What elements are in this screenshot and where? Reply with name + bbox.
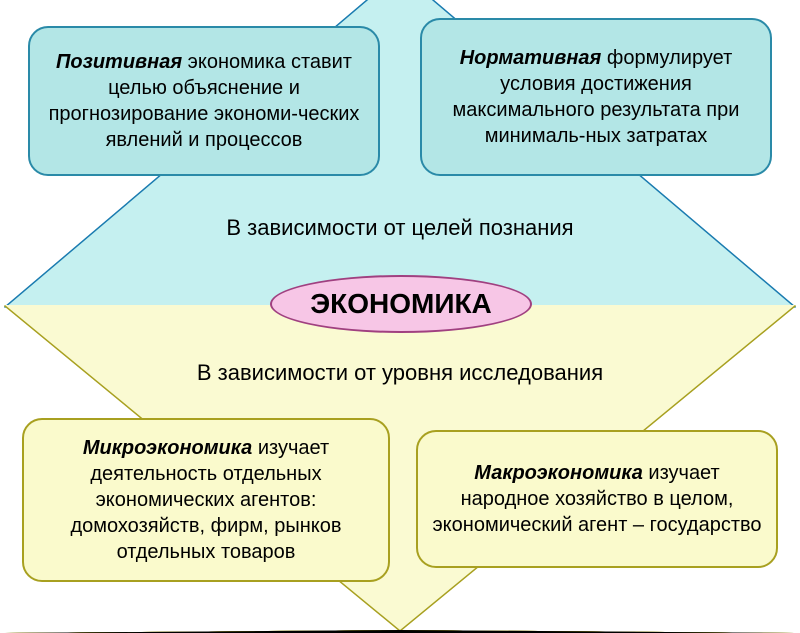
top-criterion-label: В зависимости от целей познания bbox=[150, 215, 650, 241]
bottom-criterion-label: В зависимости от уровня исследования bbox=[120, 360, 680, 386]
box-text: Нормативная формулирует условия достижен… bbox=[436, 45, 756, 149]
normative-economics-box: Нормативная формулирует условия достижен… bbox=[420, 18, 772, 176]
box-text: Позитивная экономика ставит целью объясн… bbox=[44, 49, 364, 153]
positive-economics-box: Позитивная экономика ставит целью объясн… bbox=[28, 26, 380, 176]
box-text: Макроэкономика изучает народное хозяйств… bbox=[432, 460, 762, 538]
microeconomics-box: Микроэкономика изучает деятельность отде… bbox=[22, 418, 390, 582]
macroeconomics-box: Макроэкономика изучает народное хозяйств… bbox=[416, 430, 778, 568]
center-oval-economics: ЭКОНОМИКА bbox=[270, 275, 532, 333]
center-text: ЭКОНОМИКА bbox=[310, 288, 492, 320]
box-text: Микроэкономика изучает деятельность отде… bbox=[38, 435, 374, 565]
